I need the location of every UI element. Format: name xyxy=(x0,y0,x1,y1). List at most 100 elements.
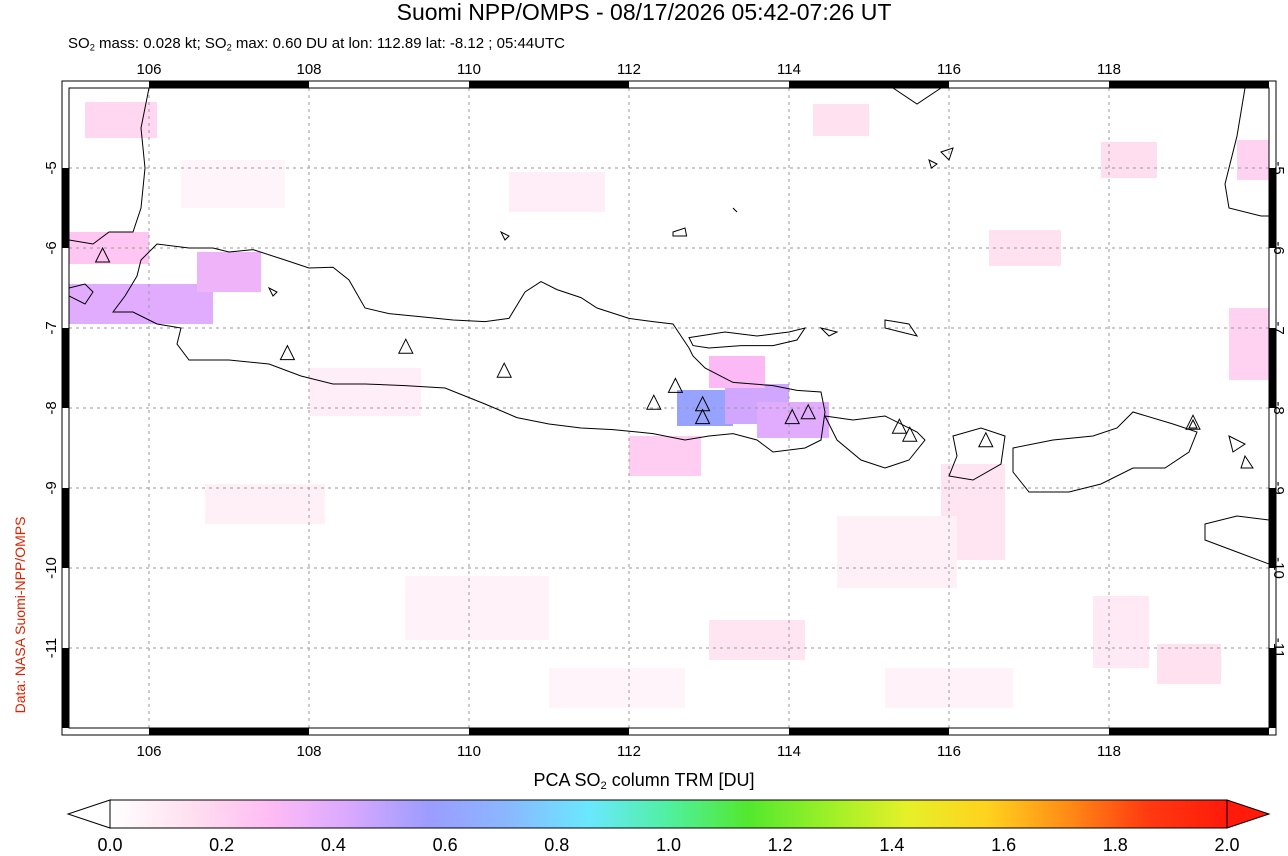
frame-segment xyxy=(869,728,949,735)
colorbar-tick-label: 1.6 xyxy=(991,835,1017,855)
frame-segment xyxy=(629,81,709,88)
lon-tick-label: 106 xyxy=(136,743,162,760)
lon-tick-label: 108 xyxy=(296,743,322,760)
frame-segment xyxy=(869,81,949,88)
colorbar-tick-label: 0.8 xyxy=(544,835,570,855)
grid-lines xyxy=(69,88,1269,728)
frame-segment xyxy=(62,328,69,408)
frame-segment xyxy=(62,488,69,568)
triangle-icon xyxy=(694,395,711,412)
lat-tick-label: -8 xyxy=(43,401,60,415)
colorbar-tick-label: 2.0 xyxy=(1214,835,1240,855)
frame-segment xyxy=(149,728,229,735)
lon-tick-label: 118 xyxy=(1097,61,1121,78)
so2-cell xyxy=(837,516,957,588)
frame-segment xyxy=(709,81,789,88)
frame-segment xyxy=(1189,81,1269,88)
frame-segment xyxy=(62,168,69,248)
frame-segment xyxy=(1109,728,1189,735)
lat-tick-label: -11 xyxy=(1270,637,1287,659)
lon-tick-label: 116 xyxy=(937,743,961,760)
so2-cell xyxy=(885,668,1013,708)
frame-segment xyxy=(469,81,549,88)
volcano-markers xyxy=(94,246,1201,448)
triangle-icon xyxy=(694,408,711,425)
frame-segment xyxy=(469,728,549,735)
coastline-java xyxy=(112,243,826,453)
frame-segment xyxy=(62,88,69,168)
so2-cell xyxy=(1157,644,1221,684)
so2-cell xyxy=(629,436,701,476)
triangle-icon xyxy=(784,408,801,425)
frame-segment xyxy=(1269,328,1276,408)
triangle-icon xyxy=(891,418,908,434)
lat-tick-label: -8 xyxy=(1270,401,1287,415)
subtitle-part: SO xyxy=(68,35,90,52)
colorbar-tick-label: 0.2 xyxy=(209,835,235,855)
so2-cell xyxy=(1237,140,1269,180)
coastline-sumatra xyxy=(69,88,150,305)
lat-tick-label: -6 xyxy=(1270,241,1287,255)
frame-segment xyxy=(62,248,69,328)
lon-tick-label: 112 xyxy=(617,743,641,760)
frame-segment xyxy=(1189,728,1269,735)
triangle-icon xyxy=(279,344,296,361)
coastline-sumbawa xyxy=(1012,411,1198,493)
so2-cell xyxy=(197,252,261,292)
coastline-islands xyxy=(267,147,1254,469)
so2-cell xyxy=(509,172,605,212)
coastline-lombok xyxy=(948,427,1006,481)
frame-segment xyxy=(149,81,229,88)
colorbar-tick-label: 1.0 xyxy=(655,835,682,855)
subtitle-subscript: 2 xyxy=(89,42,95,53)
lon-tick-label: 110 xyxy=(457,61,481,78)
lon-tick-label: 114 xyxy=(777,61,801,78)
frame-segment xyxy=(229,81,309,88)
triangle-icon xyxy=(667,377,684,393)
colorbar-title: PCA SO2 column TRM [DU] xyxy=(0,768,1288,792)
colorbar-tick-label: 0.6 xyxy=(432,835,458,855)
colorbar-tick-label: 0.0 xyxy=(97,835,123,855)
frame-segment xyxy=(389,728,469,735)
so2-cell xyxy=(405,576,549,640)
triangle-icon xyxy=(397,338,414,354)
colorbar-title-part: column TRM [DU] xyxy=(606,770,755,790)
colorbar-under-arrow xyxy=(66,799,111,829)
frame-segment xyxy=(229,728,309,735)
colorbar xyxy=(66,799,1271,829)
lat-tick-label: -9 xyxy=(43,481,60,495)
triangle-icon xyxy=(496,362,513,378)
so2-cell xyxy=(181,160,285,208)
frame-segment xyxy=(69,728,149,735)
coastline-bali xyxy=(824,415,926,469)
frame-segment xyxy=(1269,408,1276,488)
coastline-madura xyxy=(688,327,807,349)
frame-segment xyxy=(1269,88,1276,168)
so2-cell xyxy=(757,402,829,438)
coastline-borneo xyxy=(829,88,1269,217)
frame-segment xyxy=(789,81,869,88)
lat-tick-label: -6 xyxy=(43,241,60,255)
so2-cell xyxy=(709,620,805,660)
colorbar-over-arrow xyxy=(1226,799,1271,829)
frame-segment xyxy=(629,728,709,735)
frame-segment xyxy=(949,728,1029,735)
triangle-icon xyxy=(977,431,994,448)
colorbar-title-subscript: 2 xyxy=(600,780,607,793)
frame-segment xyxy=(1269,488,1276,568)
frame-segment xyxy=(62,648,69,728)
frame-segment xyxy=(1269,248,1276,328)
frame-segment xyxy=(709,728,789,735)
page-title: Suomi NPP/OMPS - 08/17/2026 05:42-07:26 … xyxy=(396,0,892,25)
coastlines xyxy=(69,88,1269,565)
frame-segment xyxy=(1269,168,1276,248)
lon-tick-label: 118 xyxy=(1097,743,1121,760)
lon-tick-label: 108 xyxy=(296,61,322,78)
colorbar-tick-label: 1.4 xyxy=(879,835,905,855)
lon-tick-label: 116 xyxy=(937,61,961,78)
colorbar-tick-label: 1.2 xyxy=(767,835,793,855)
frame-outline xyxy=(61,80,1277,736)
frame-segment xyxy=(1029,81,1109,88)
frame-segment xyxy=(1029,728,1109,735)
lat-tick-label: -7 xyxy=(1270,321,1287,335)
